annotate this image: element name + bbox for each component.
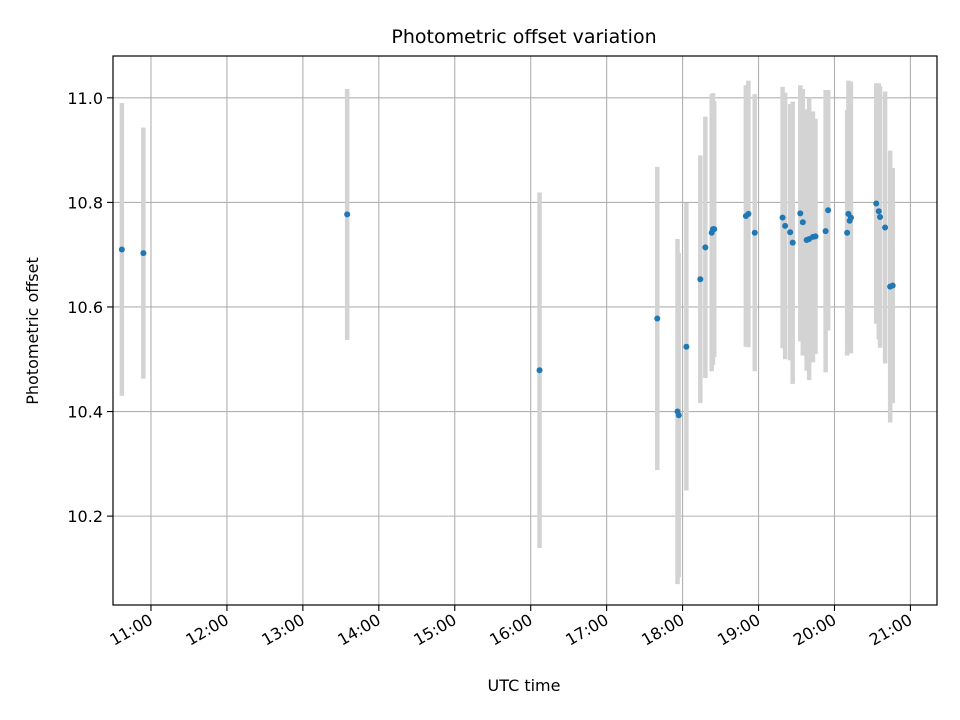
y-tick-label: 11.0 [67,89,103,108]
data-point [702,244,709,251]
x-axis-label: UTC time [488,676,561,695]
data-point [797,210,804,217]
data-point [889,282,896,289]
data-point [140,250,147,257]
data-point [844,229,851,236]
data-point [654,315,661,322]
data-point [675,412,682,419]
data-point [873,200,880,207]
chart-title: Photometric offset variation [391,26,656,48]
data-point [825,207,832,214]
y-tick-label: 10.6 [67,298,103,317]
data-point [877,214,884,221]
data-point [789,239,796,246]
data-point [344,211,351,218]
data-point [683,343,690,350]
plot-area-frame [112,55,938,606]
data-points [118,200,896,419]
data-point [782,222,789,229]
y-axis-ticks: 10.2 10.4 10.6 10.8 11.0 [67,89,113,526]
data-point [799,219,806,226]
y-tick-label: 10.4 [67,403,103,422]
data-point [751,229,758,236]
y-axis-label: Photometric offset [23,257,42,405]
data-point [536,367,543,374]
data-point [822,228,829,235]
data-point [711,226,718,233]
grid-lines [113,56,937,605]
data-point [745,210,752,217]
data-point [118,246,125,253]
data-point [882,224,889,231]
data-point [787,229,794,236]
y-tick-label: 10.2 [67,507,103,526]
data-point [812,233,819,240]
data-point [875,208,882,215]
data-point [697,276,704,283]
data-point [847,214,854,221]
data-point [779,214,786,221]
y-tick-label: 10.8 [67,193,103,212]
